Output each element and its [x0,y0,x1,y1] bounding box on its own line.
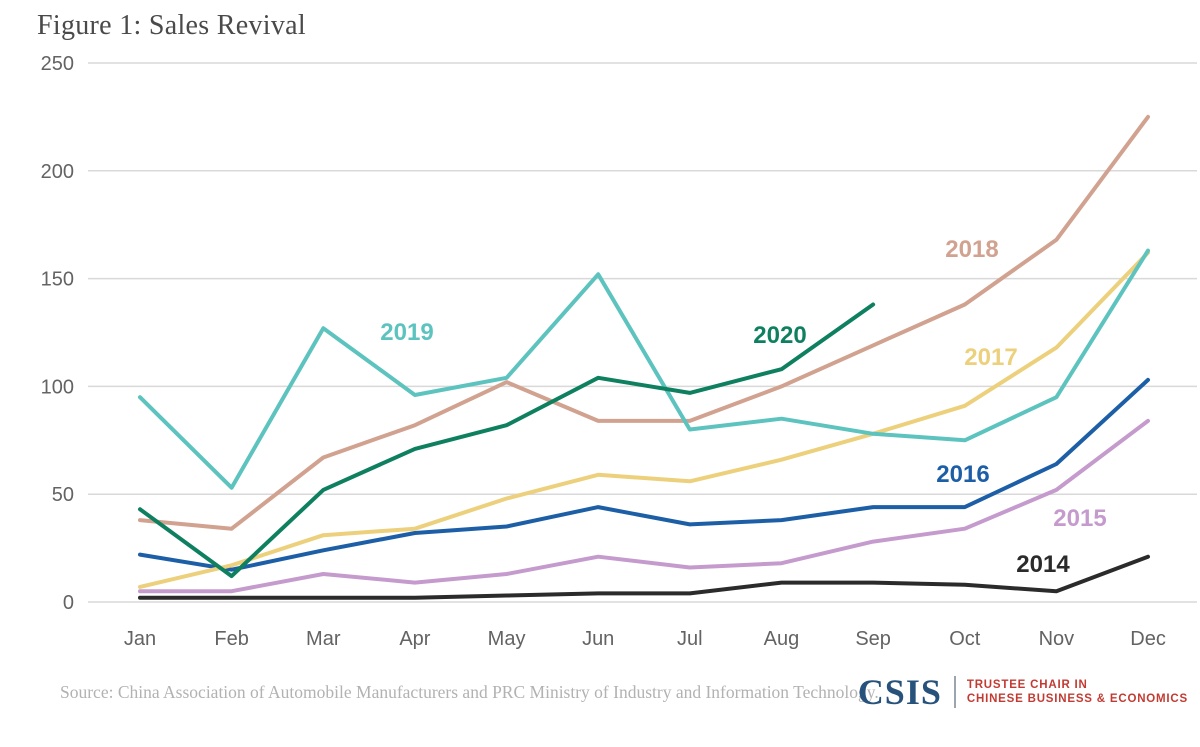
csis-logo: CSIS TRUSTEE CHAIR IN CHINESE BUSINESS &… [858,674,1188,710]
x-tick-label-apr: Apr [399,628,430,650]
x-tick-label-dec: Dec [1130,628,1166,650]
y-tick-label-100: 100 [41,376,74,398]
series-label-2018: 2018 [945,236,998,263]
x-tick-label-jan: Jan [124,628,156,650]
sales-line-chart: 0 50 100 150 200 250 Jan Feb Mar Apr May Jun Jul Aug S… [41,53,1197,650]
series-line-2016 [138,377,1150,572]
series-label-2020: 2020 [753,322,806,349]
x-tick-label-nov: Nov [1039,628,1075,650]
x-tick-label-mar: Mar [306,628,341,650]
tagline-line-1: TRUSTEE CHAIR IN [966,678,1088,691]
series-line-2020 [138,302,876,579]
x-tick-label-jul: Jul [677,628,703,650]
series-line-2014 [138,554,1150,600]
series-line-2017 [138,250,1150,589]
x-tick-label-sep: Sep [855,628,891,650]
x-tick-label-feb: Feb [214,628,248,650]
csis-wordmark: CSIS [857,672,942,712]
series-line-2019 [138,248,1150,490]
series-label-2016: 2016 [936,461,989,488]
y-tick-label-150: 150 [41,269,74,291]
csis-tagline: TRUSTEE CHAIR IN CHINESE BUSINESS & ECON… [967,678,1188,707]
series-label-2015: 2015 [1053,505,1106,532]
series-line-2018 [138,114,1150,531]
chart-title: Figure 1: Sales Revival [37,10,306,41]
y-tick-label-250: 250 [41,53,74,75]
y-tick-label-50: 50 [52,484,74,506]
series-label-2014: 2014 [1016,551,1070,578]
x-tick-label-oct: Oct [949,628,981,650]
x-tick-label-may: May [488,628,526,650]
footer: Source: China Association of Automobile … [0,668,1200,728]
x-tick-label-aug: Aug [764,628,800,650]
series-line-2015 [138,418,1150,594]
x-tick-label-jun: Jun [582,628,614,650]
y-tick-label-0: 0 [63,592,74,614]
tagline-line-2: CHINESE BUSINESS & ECONOMICS [966,693,1188,705]
y-tick-label-200: 200 [41,161,74,183]
source-text: Source: China Association of Automobile … [60,682,879,702]
series-label-2017: 2017 [964,344,1017,371]
logo-divider [953,676,956,708]
series-label-2019: 2019 [380,319,433,346]
